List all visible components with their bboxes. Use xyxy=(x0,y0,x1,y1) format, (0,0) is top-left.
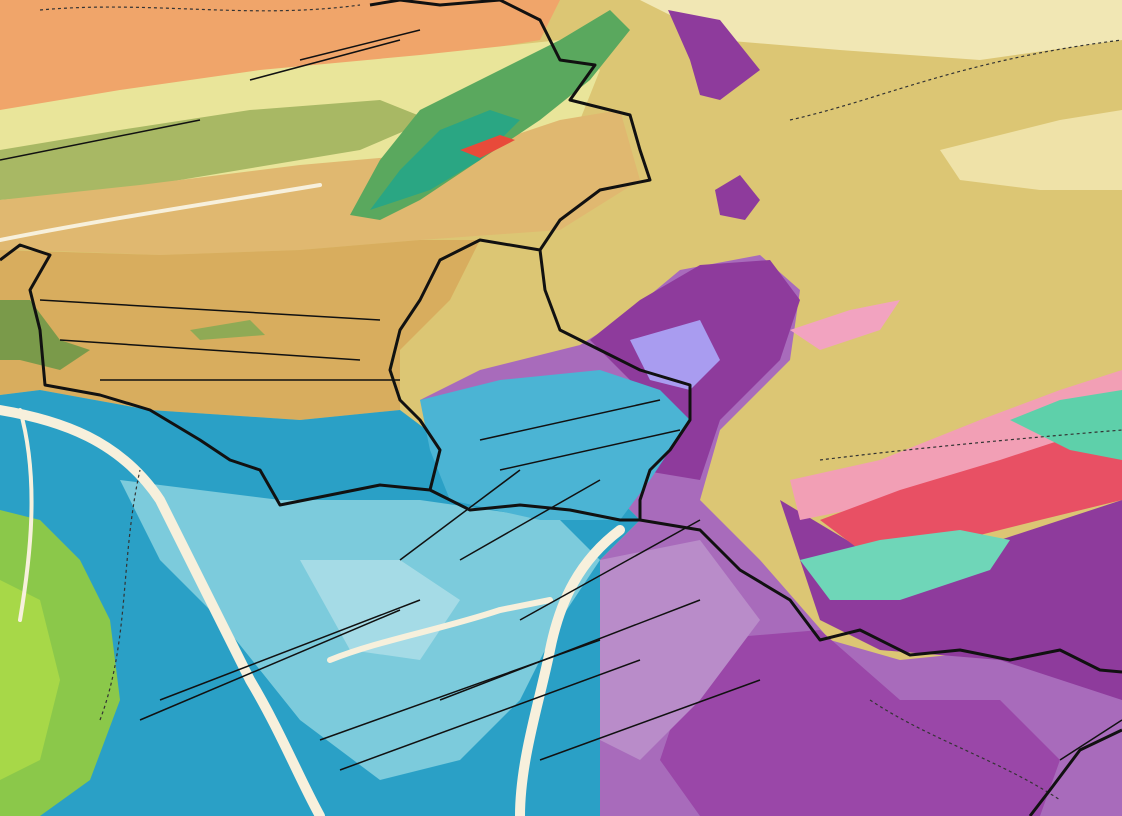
region-purple-north xyxy=(668,10,760,100)
river-tributary xyxy=(327,597,553,663)
region-light-purple-south xyxy=(600,540,760,760)
region-bright-green xyxy=(0,580,60,780)
region-pink-strip xyxy=(790,300,900,350)
border-east xyxy=(639,518,1122,674)
rivers xyxy=(0,183,625,816)
river-central xyxy=(515,525,625,816)
region-red-outcrop xyxy=(460,135,515,158)
region-mint-band xyxy=(800,530,1010,600)
region-red-band xyxy=(820,420,1122,550)
region-mint-east xyxy=(1010,390,1122,460)
region-dark-purple-south xyxy=(660,630,1060,816)
region-pink-band xyxy=(790,370,1122,520)
river-small xyxy=(18,408,34,622)
region-teal-ridge xyxy=(370,110,520,210)
region-olive-bands xyxy=(0,100,430,200)
region-tan-bands xyxy=(0,110,640,255)
region-dark-purple-east xyxy=(780,500,1122,700)
region-pale-khaki-northeast xyxy=(640,0,1122,60)
fault-lines xyxy=(0,29,1122,771)
border-west xyxy=(0,243,640,522)
region-pale-khaki-east xyxy=(940,110,1122,190)
river-north xyxy=(0,183,322,242)
border-north xyxy=(369,0,652,251)
border-central xyxy=(388,238,692,520)
region-purple-small xyxy=(715,175,760,220)
region-orange-north xyxy=(0,0,560,115)
region-blue-central xyxy=(420,370,690,520)
region-green-patch xyxy=(190,320,265,340)
region-green-west xyxy=(0,300,90,370)
river-west xyxy=(0,405,325,816)
border-southeast xyxy=(1028,728,1122,816)
